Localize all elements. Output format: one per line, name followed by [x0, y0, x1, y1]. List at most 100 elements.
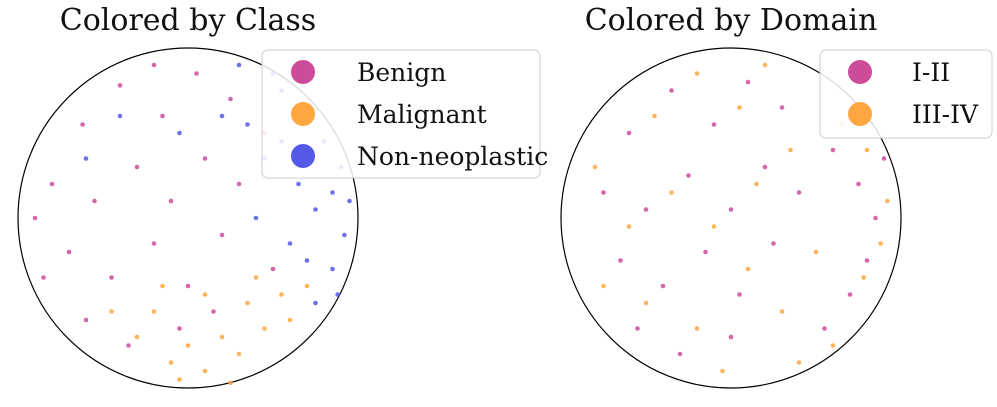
scatter-point [728, 207, 734, 212]
scatter-point [228, 380, 233, 386]
scatter-point [236, 62, 242, 68]
scatter-point [83, 156, 89, 161]
scatter-point [873, 215, 878, 221]
scatter-point [694, 326, 700, 331]
scatter-point [847, 292, 853, 297]
legend-marker [848, 60, 872, 84]
scatter-point [177, 377, 182, 382]
scatter-point [669, 190, 674, 195]
scatter-point [711, 224, 717, 229]
scatter-point [228, 96, 233, 102]
scatter-point [796, 360, 802, 365]
scatter-point [194, 71, 199, 76]
scatter-point [245, 300, 250, 306]
scatter-point [109, 275, 114, 280]
scatter-point [109, 309, 114, 314]
chart-panel-domain: Colored by Domain I-II III-IV [560, 3, 993, 389]
scatter-point [41, 275, 46, 280]
legend-marker [291, 144, 315, 168]
scatter-point [236, 351, 242, 357]
scatter-point [652, 113, 657, 119]
scatter-point [626, 130, 632, 136]
scatter-point [864, 258, 870, 263]
scatter-points [592, 62, 890, 374]
scatter-point [126, 343, 131, 348]
scatter-point [151, 62, 157, 68]
scatter-point [253, 215, 259, 221]
scatter-point [330, 266, 335, 272]
legend-marker [291, 60, 315, 84]
scatter-point [262, 326, 267, 331]
chart-panel-class: Colored by Class Benign Malignant Non-ne… [17, 3, 548, 389]
scatter-point [856, 181, 861, 187]
legend-label: I-II [912, 58, 950, 87]
scatter-point [253, 275, 259, 280]
scatter-point [762, 164, 768, 170]
scatter-point [168, 360, 174, 365]
scatter-point [32, 215, 38, 221]
scatter-point [313, 300, 318, 306]
scatter-point [728, 334, 734, 340]
scatter-point [796, 190, 802, 195]
scatter-point [822, 326, 827, 331]
legend-marker [291, 102, 315, 126]
scatter-point [703, 249, 708, 255]
legend-label: Non-neoplastic [357, 142, 548, 171]
scatter-point [737, 105, 742, 110]
scatter-point [745, 79, 751, 85]
scatter-point [313, 207, 318, 212]
scatter-point [177, 326, 182, 331]
legend-label: Benign [357, 58, 446, 87]
scatter-point [202, 368, 208, 374]
scatter-point [80, 122, 85, 127]
scatter-point [185, 283, 191, 289]
scatter-point [219, 334, 225, 340]
scatter-point [202, 292, 208, 297]
scatter-point [287, 317, 293, 323]
scatter-point [160, 283, 165, 289]
scatter-point [117, 83, 123, 88]
scatter-point [245, 122, 250, 127]
chart-title: Colored by Domain [585, 3, 878, 38]
scatter-point [335, 292, 340, 297]
scatter-point [151, 241, 157, 246]
scatter-point [49, 181, 55, 187]
scatter-point [151, 309, 157, 314]
scatter-point [779, 309, 785, 314]
scatter-point [342, 232, 347, 238]
scatter-point [762, 62, 768, 68]
scatter-point [279, 292, 284, 297]
scatter-point [134, 334, 140, 340]
scatter-point [635, 326, 640, 331]
scatter-point [737, 292, 742, 297]
scatter-point [643, 207, 649, 212]
scatter-point [618, 258, 623, 263]
scatter-point [677, 351, 683, 357]
scatter-point [878, 241, 883, 246]
scatter-point [168, 198, 174, 204]
scatter-point [601, 283, 606, 289]
scatter-point [813, 249, 819, 255]
scatter-points [32, 62, 352, 386]
legend-marker [848, 102, 872, 126]
scatter-point [694, 71, 700, 76]
scatter-point [304, 283, 310, 289]
scatter-point [660, 283, 666, 289]
legend-label: III-IV [912, 100, 979, 129]
scatter-point [117, 113, 123, 119]
scatter-point [779, 105, 785, 110]
scatter-point [347, 198, 352, 204]
scatter-point [830, 147, 836, 153]
scatter-point [66, 249, 72, 255]
scatter-point [788, 147, 793, 153]
scatter-point [270, 266, 276, 272]
scatter-point [881, 156, 887, 161]
scatter-point [219, 113, 225, 119]
legend: Benign Malignant Non-neoplastic [261, 49, 548, 179]
scatter-point [83, 317, 89, 323]
scatter-point [754, 181, 759, 187]
scatter-point [720, 368, 725, 374]
scatter-point [711, 122, 717, 127]
scatter-point [211, 309, 216, 314]
